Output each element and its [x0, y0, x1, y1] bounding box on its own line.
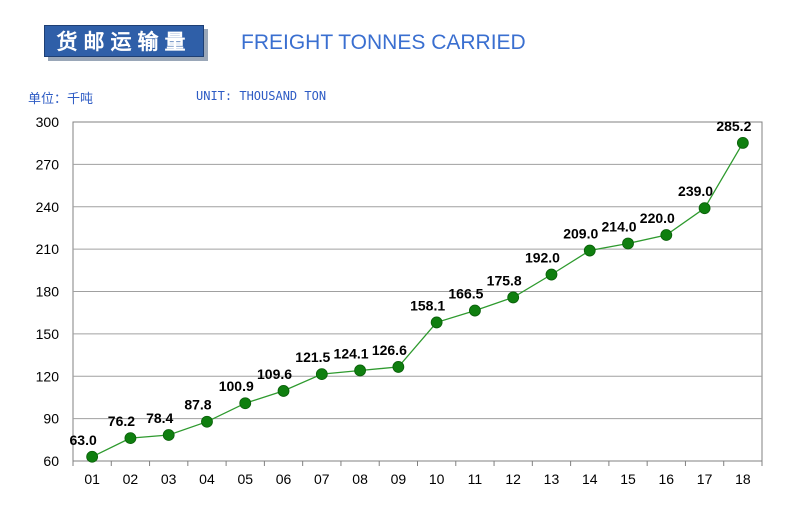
data-point [162, 429, 175, 441]
x-tick-label: 15 [620, 471, 636, 487]
x-tick-label: 11 [468, 471, 483, 487]
x-tick-label: 08 [352, 471, 368, 487]
data-label: 76.2 [108, 413, 135, 429]
y-tick-label: 60 [43, 453, 59, 469]
data-label: 192.0 [525, 250, 560, 266]
x-tick-label: 05 [237, 471, 253, 487]
data-label: 87.8 [184, 397, 211, 413]
y-tick-label: 210 [36, 241, 60, 257]
x-tick-label: 12 [505, 471, 521, 487]
data-point [736, 137, 749, 149]
x-tick-label: 01 [84, 471, 100, 487]
data-point [507, 291, 520, 304]
data-point [124, 432, 137, 445]
data-point [660, 229, 673, 241]
data-point [86, 450, 99, 463]
x-tick-label: 14 [582, 471, 598, 487]
data-label: 166.5 [448, 286, 483, 302]
data-point [354, 364, 366, 377]
data-label: 285.2 [716, 118, 751, 134]
x-tick-label: 06 [276, 471, 292, 487]
data-label: 214.0 [602, 218, 637, 234]
data-point [392, 361, 405, 373]
chart-title-en: FREIGHT TONNES CARRIED [241, 31, 526, 54]
x-tick-label: 18 [735, 471, 751, 487]
data-point [430, 316, 443, 329]
data-point [239, 397, 252, 410]
y-tick-label: 120 [36, 368, 60, 384]
data-label: 175.8 [487, 272, 522, 288]
y-tick-label: 150 [36, 326, 60, 342]
x-tick-label: 03 [161, 471, 177, 487]
data-label: 100.9 [219, 378, 254, 394]
data-label: 126.6 [372, 342, 407, 358]
data-point [469, 304, 481, 317]
x-tick-label: 10 [429, 471, 445, 487]
x-tick-label: 09 [391, 471, 407, 487]
data-label: 78.4 [146, 410, 173, 426]
data-point [315, 368, 328, 381]
x-tick-label: 13 [544, 471, 560, 487]
data-label: 239.0 [678, 183, 713, 199]
series-line [91, 142, 744, 458]
data-label: 121.5 [295, 349, 330, 365]
data-label: 158.1 [410, 297, 445, 313]
y-tick-label: 90 [43, 411, 59, 427]
x-tick-label: 16 [659, 471, 675, 487]
y-tick-label: 270 [36, 156, 60, 172]
x-tick-label: 17 [697, 471, 713, 487]
data-label: 209.0 [563, 226, 598, 242]
unit-label-en: UNIT: THOUSAND TON [196, 89, 327, 103]
data-label: 124.1 [334, 345, 369, 361]
data-point [545, 268, 558, 281]
y-tick-label: 180 [36, 284, 60, 300]
chart-title-cn: 货邮运输量 [44, 25, 204, 57]
x-tick-label: 07 [314, 471, 330, 487]
data-label: 63.0 [70, 432, 97, 448]
data-point [201, 415, 213, 428]
x-tick-label: 04 [199, 471, 215, 487]
data-point [622, 237, 634, 250]
data-label: 109.6 [257, 366, 292, 382]
y-tick-label: 300 [36, 114, 60, 130]
data-label: 220.0 [640, 210, 675, 226]
x-tick-label: 02 [123, 471, 139, 487]
data-point [277, 385, 290, 397]
data-point [698, 202, 711, 215]
data-point [583, 244, 596, 257]
unit-label-cn: 单位：千吨 [28, 92, 94, 107]
y-tick-label: 240 [36, 199, 60, 215]
